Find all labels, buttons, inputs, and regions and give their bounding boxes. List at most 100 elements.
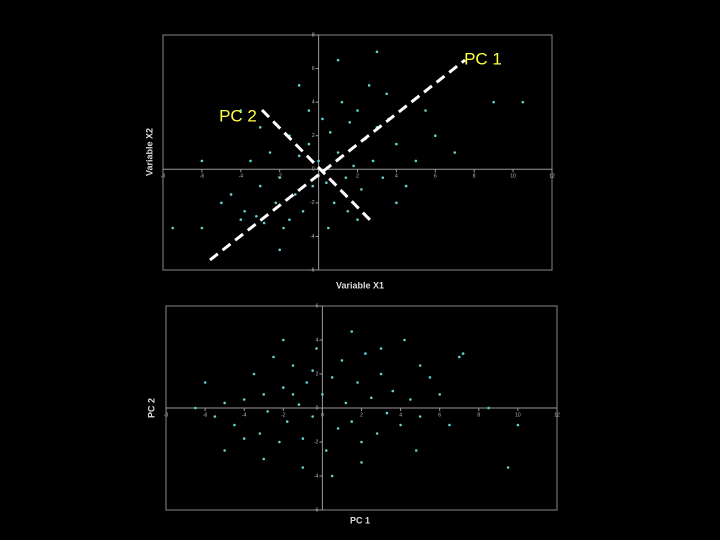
x-tick-label: 6 bbox=[438, 412, 441, 418]
data-point bbox=[311, 369, 314, 372]
data-point bbox=[418, 364, 422, 367]
data-point bbox=[305, 381, 309, 384]
x-tick-label: -6 bbox=[203, 412, 208, 418]
data-point bbox=[297, 84, 301, 87]
y-tick-label: 6 bbox=[312, 66, 315, 72]
data-point bbox=[243, 209, 246, 213]
data-point bbox=[350, 330, 354, 333]
data-point bbox=[330, 376, 334, 379]
data-point bbox=[282, 386, 285, 389]
data-point bbox=[307, 109, 311, 112]
x-tick-label: 10 bbox=[515, 412, 521, 418]
data-point bbox=[249, 159, 252, 163]
data-point bbox=[438, 393, 442, 396]
data-point bbox=[282, 226, 285, 230]
y-tick-label: 4 bbox=[316, 337, 319, 343]
data-point bbox=[516, 423, 520, 427]
x-tick-label: -4 bbox=[242, 412, 247, 418]
y-tick-label: 2 bbox=[316, 371, 319, 377]
data-point bbox=[379, 347, 383, 350]
annotation: PC 2 bbox=[219, 106, 257, 125]
data-point bbox=[200, 226, 204, 230]
data-point bbox=[262, 457, 266, 461]
data-point bbox=[381, 176, 385, 179]
data-point bbox=[293, 193, 297, 196]
pc2-direction bbox=[260, 108, 376, 226]
y-tick-label: -6 bbox=[314, 507, 319, 513]
data-point bbox=[332, 201, 336, 205]
data-point bbox=[375, 432, 379, 435]
data-point bbox=[506, 466, 510, 469]
data-point bbox=[282, 338, 285, 342]
data-point bbox=[395, 201, 398, 205]
data-point bbox=[307, 142, 311, 146]
pc1-direction bbox=[209, 58, 466, 262]
plot-frame bbox=[162, 34, 553, 271]
x-axis-title: Variable X1 bbox=[336, 280, 384, 290]
data-point bbox=[371, 159, 375, 163]
data-point bbox=[360, 461, 363, 464]
data-point bbox=[242, 437, 246, 440]
x-tick-label: -8 bbox=[164, 412, 169, 418]
data-point bbox=[325, 449, 328, 452]
data-point bbox=[274, 201, 278, 205]
data-point bbox=[521, 100, 525, 104]
x-tick-label: 0 bbox=[321, 412, 324, 418]
data-point bbox=[356, 381, 359, 384]
data-point bbox=[194, 406, 197, 410]
x-tick-label: 4 bbox=[395, 174, 398, 180]
data-point bbox=[213, 415, 217, 418]
data-point bbox=[311, 415, 314, 418]
data-point bbox=[404, 184, 408, 188]
data-point bbox=[278, 248, 282, 252]
data-point bbox=[453, 151, 457, 154]
data-point bbox=[220, 201, 223, 205]
data-point bbox=[262, 393, 266, 396]
data-point bbox=[414, 449, 418, 452]
x-tick-label: 8 bbox=[477, 412, 480, 418]
y-tick-label: 2 bbox=[312, 133, 315, 139]
y-tick-label: 0 bbox=[316, 405, 319, 411]
x-tick-label: -6 bbox=[200, 174, 205, 180]
annotation: PC 1 bbox=[464, 49, 502, 68]
y-tick-label: 4 bbox=[312, 99, 315, 105]
x-tick-label: -8 bbox=[161, 174, 166, 180]
data-point bbox=[364, 352, 367, 355]
data-point bbox=[424, 109, 427, 112]
data-point bbox=[367, 84, 371, 87]
data-point bbox=[301, 437, 305, 440]
data-point bbox=[461, 352, 465, 355]
x-tick-label: -2 bbox=[281, 412, 286, 418]
y-tick-label: -4 bbox=[314, 473, 319, 479]
data-point bbox=[346, 209, 350, 213]
data-point bbox=[229, 193, 233, 196]
y-axis-title: Variable X2 bbox=[144, 128, 154, 176]
data-point bbox=[203, 381, 207, 384]
data-point bbox=[348, 120, 352, 124]
data-point bbox=[336, 58, 340, 62]
data-point bbox=[171, 226, 175, 230]
data-point bbox=[223, 401, 226, 405]
data-point bbox=[328, 131, 332, 134]
data-point bbox=[297, 154, 301, 158]
data-point bbox=[291, 364, 295, 367]
data-point bbox=[258, 432, 262, 435]
data-point bbox=[239, 109, 243, 112]
data-point bbox=[288, 218, 291, 221]
data-point bbox=[317, 159, 320, 163]
data-point bbox=[356, 218, 359, 221]
x-tick-label: -4 bbox=[239, 174, 244, 180]
data-point bbox=[340, 359, 344, 362]
data-point bbox=[369, 396, 373, 400]
x-tick-label: 10 bbox=[510, 174, 516, 180]
y-tick-label: 0 bbox=[312, 167, 315, 173]
data-point bbox=[391, 389, 395, 393]
data-point bbox=[262, 221, 266, 225]
data-point bbox=[428, 376, 432, 379]
data-point bbox=[409, 398, 412, 401]
data-point bbox=[321, 393, 324, 396]
y-tick-label: 8 bbox=[312, 32, 315, 38]
x-tick-label: 4 bbox=[399, 412, 402, 418]
data-point bbox=[336, 151, 340, 154]
